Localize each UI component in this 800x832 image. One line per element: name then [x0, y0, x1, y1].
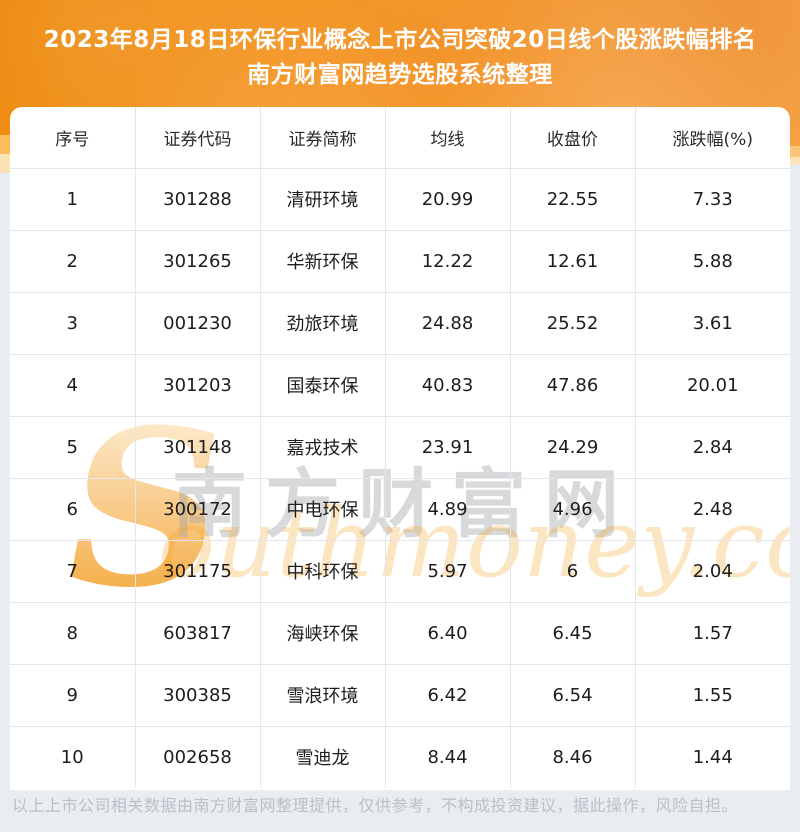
table-cell: 华新环保 [259, 229, 385, 292]
table-row: 7 301175 中科环保 5.97 6 2.04 [10, 539, 790, 602]
table-cell: 中科环保 [259, 539, 385, 602]
table-cell: 海峡环保 [259, 601, 385, 664]
table-row: 9 300385 雪浪环境 6.42 6.54 1.55 [10, 663, 790, 726]
table-cell: 1 [10, 167, 135, 230]
table-cell: 3 [10, 291, 135, 354]
table-cell: 47.86 [509, 353, 635, 416]
table-cell: 12.22 [384, 229, 510, 292]
table-cell: 20.01 [634, 353, 790, 416]
table-cell: 301148 [134, 415, 260, 478]
table-cell: 8.44 [384, 725, 510, 788]
table-row: 5 301148 嘉戎技术 23.91 24.29 2.84 [10, 415, 790, 478]
page-title-line2: 南方财富网趋势选股系统整理 [247, 62, 553, 88]
table-cell: 嘉戎技术 [259, 415, 385, 478]
table-cell: 5.88 [634, 229, 790, 292]
table-cell: 6.45 [509, 601, 635, 664]
table-cell: 23.91 [384, 415, 510, 478]
table-cell: 2.84 [634, 415, 790, 478]
table-cell: 8.46 [509, 725, 635, 788]
table-cell: 清研环境 [259, 167, 385, 230]
table-cell: 5.97 [384, 539, 510, 602]
table-cell: 24.29 [509, 415, 635, 478]
table-cell: 603817 [134, 601, 260, 664]
table-cell: 6.40 [384, 601, 510, 664]
table-cell: 5 [10, 415, 135, 478]
table-cell: 20.99 [384, 167, 510, 230]
table-cell: 22.55 [509, 167, 635, 230]
table-cell: 7 [10, 539, 135, 602]
footer-disclaimer: 以上上市公司相关数据由南方财富网整理提供，仅供参考，不构成投资建议，据此操作，风… [12, 796, 739, 815]
table-cell: 25.52 [509, 291, 635, 354]
table-cell: 301203 [134, 353, 260, 416]
table-cell: 301265 [134, 229, 260, 292]
page-title: 2023年8月18日环保行业概念上市公司突破20日线个股涨跌幅排名 南方财富网趋… [0, 0, 800, 93]
table-cell: 4 [10, 353, 135, 416]
table-cell: 12.61 [509, 229, 635, 292]
column-header-change-percent: 涨跌幅(%) [634, 107, 790, 168]
column-header-stock-code: 证券代码 [134, 107, 260, 168]
table-row: 4 301203 国泰环保 40.83 47.86 20.01 [10, 353, 790, 416]
table-cell: 300385 [134, 663, 260, 726]
table-cell: 雪浪环境 [259, 663, 385, 726]
banner-edge-decor [790, 157, 800, 165]
stock-table: 序号 证券代码 证券简称 均线 收盘价 涨跌幅(%) 1 301288 清研环境 20… [10, 107, 790, 788]
table-row: 3 001230 劲旅环境 24.88 25.52 3.61 [10, 291, 790, 354]
table-cell: 301288 [134, 167, 260, 230]
table-cell: 劲旅环境 [259, 291, 385, 354]
table-cell: 6.42 [384, 663, 510, 726]
table-cell: 4.96 [509, 477, 635, 540]
table-cell: 4.89 [384, 477, 510, 540]
banner-edge-decor [0, 135, 10, 154]
column-header-index: 序号 [55, 129, 90, 150]
table-cell: 9 [10, 663, 135, 726]
table-cell: 24.88 [384, 291, 510, 354]
table-cell: 中电环保 [259, 477, 385, 540]
table-cell: 3.61 [634, 291, 790, 354]
table-cell: 10 [10, 725, 135, 788]
table-cell: 6 [509, 539, 635, 602]
column-header-moving-average: 均线 [384, 107, 510, 168]
page-title-line1: 2023年8月18日环保行业概念上市公司突破20日线个股涨跌幅排名 [43, 27, 757, 53]
table-cell: 8 [10, 601, 135, 664]
table-cell: 国泰环保 [259, 353, 385, 416]
table-cell: 1.44 [634, 725, 790, 788]
table-cell: 301175 [134, 539, 260, 602]
table-cell: 2.48 [634, 477, 790, 540]
table-row: 6 300172 中电环保 4.89 4.96 2.48 [10, 477, 790, 540]
banner-edge-decor [0, 154, 10, 173]
table-cell: 6.54 [509, 663, 635, 726]
table-cell: 雪迪龙 [259, 725, 385, 788]
table-cell: 1.55 [634, 663, 790, 726]
table-cell: 7.33 [634, 167, 790, 230]
table-cell: 6 [10, 477, 135, 540]
table-header-row: 序号 证券代码 证券简称 均线 收盘价 涨跌幅(%) [10, 107, 790, 168]
table-row: 2 301265 华新环保 12.22 12.61 5.88 [10, 229, 790, 292]
table-cell: 1.57 [634, 601, 790, 664]
banner-edge-decor [790, 146, 800, 157]
table-cell: 40.83 [384, 353, 510, 416]
table-row: 10 002658 雪迪龙 8.44 8.46 1.44 [10, 725, 790, 788]
column-header-close-price: 收盘价 [509, 107, 635, 168]
table-cell: 2.04 [634, 539, 790, 602]
table-cell: 002658 [134, 725, 260, 788]
stock-table-card: S 南方财富网 outhmoney.com 序号 证券代码 证券简称 均线 收盘… [10, 107, 790, 790]
table-row: 8 603817 海峡环保 6.40 6.45 1.57 [10, 601, 790, 664]
table-cell: 001230 [134, 291, 260, 354]
table-row: 1 301288 清研环境 20.99 22.55 7.33 [10, 167, 790, 230]
table-cell: 300172 [134, 477, 260, 540]
column-header-stock-name: 证券简称 [259, 107, 385, 168]
table-cell: 2 [10, 229, 135, 292]
